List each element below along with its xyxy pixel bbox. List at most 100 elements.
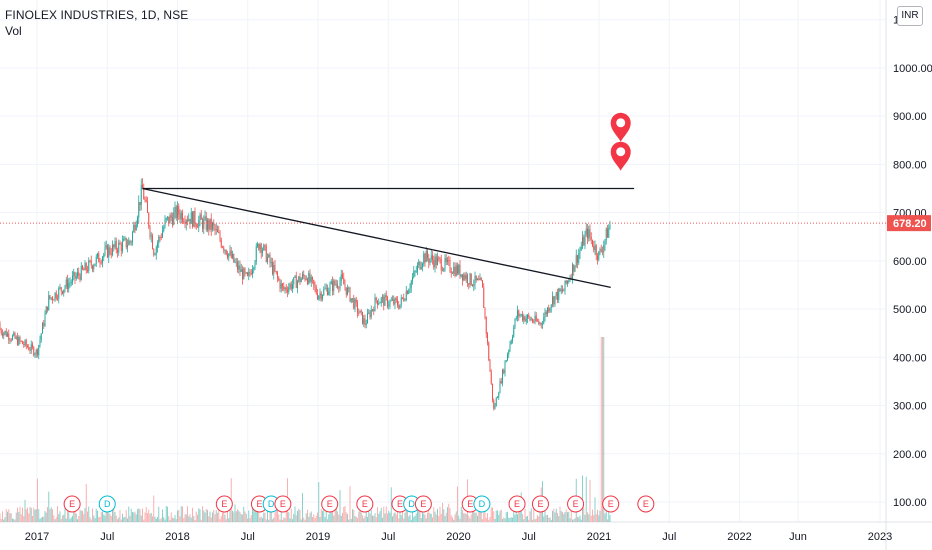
candle-body — [209, 218, 211, 230]
earnings-event-icon[interactable]: E — [414, 495, 432, 513]
candle-body — [489, 360, 491, 372]
volume-bar — [49, 509, 51, 522]
candle-body — [149, 226, 151, 237]
candle-body — [268, 254, 270, 257]
candle-body — [407, 290, 408, 294]
map-pin-icon[interactable] — [610, 112, 631, 142]
candle-body — [68, 282, 70, 290]
candle-body — [503, 370, 505, 374]
volume-bar — [108, 512, 110, 522]
candle-body — [404, 300, 406, 301]
event-label: E — [397, 499, 403, 509]
volume-bar — [462, 510, 463, 522]
last-price-tag-label: 678.20 — [893, 218, 927, 230]
volume-bar — [172, 517, 173, 522]
volume-bar — [494, 518, 496, 522]
candle-body — [532, 319, 533, 322]
volume-bar — [269, 506, 271, 522]
event-circle — [321, 495, 339, 513]
candle-body — [417, 265, 418, 272]
volume-bar — [397, 511, 398, 522]
volume-bar — [18, 512, 20, 522]
volume-bar — [368, 510, 370, 522]
candle-body — [419, 261, 421, 270]
volume-bar — [425, 518, 427, 522]
event-circle — [63, 495, 81, 513]
earnings-event-icon[interactable]: E — [602, 495, 620, 513]
candle-body — [2, 333, 3, 336]
candle-body — [367, 313, 368, 324]
volume-bar — [179, 516, 181, 522]
event-label: E — [514, 499, 520, 509]
candle-body — [595, 245, 597, 256]
volume-bar — [0, 518, 2, 522]
candle-body — [267, 256, 268, 262]
candle-body — [157, 243, 158, 248]
volume-bar — [410, 519, 412, 522]
candle-body — [40, 333, 42, 340]
earnings-event-icon[interactable]: E — [215, 495, 233, 513]
dividend-event-icon[interactable]: D — [98, 495, 116, 513]
candle-body — [362, 311, 363, 324]
candle-body — [34, 354, 36, 356]
volume-bar — [204, 512, 206, 522]
volume-group — [0, 337, 611, 522]
candle-body — [185, 220, 187, 225]
earnings-event-icon[interactable]: E — [637, 495, 655, 513]
volume-bar — [530, 508, 532, 522]
candle-body — [53, 299, 55, 301]
candle-body — [174, 206, 176, 213]
candle-body — [302, 274, 303, 279]
earnings-event-icon[interactable]: E — [567, 495, 585, 513]
volume-bar — [294, 506, 296, 522]
earnings-event-icon[interactable]: E — [274, 495, 292, 513]
candle-body — [27, 345, 28, 348]
candle-body — [534, 315, 536, 323]
volume-bar — [243, 506, 245, 522]
candle-body — [560, 289, 562, 292]
event-circle — [215, 495, 233, 513]
volume-bar — [577, 516, 578, 522]
volume-bar — [607, 519, 608, 522]
volume-bar — [45, 512, 47, 522]
dividend-event-icon[interactable]: D — [473, 495, 491, 513]
candle-body — [25, 340, 27, 346]
earnings-event-icon[interactable]: E — [63, 495, 81, 513]
earnings-event-icon[interactable]: E — [508, 495, 526, 513]
trendline[interactable] — [142, 187, 611, 289]
volume-bar — [340, 515, 342, 522]
volume-bar — [265, 519, 267, 522]
candle-body — [504, 362, 506, 374]
candle-body — [400, 297, 402, 305]
candle-body — [465, 274, 467, 280]
volume-bar — [352, 509, 353, 522]
volume-bar — [272, 519, 273, 522]
volume-bar — [528, 519, 530, 522]
volume-bar — [370, 510, 372, 522]
earnings-event-icon[interactable]: E — [356, 495, 374, 513]
volume-bar — [295, 515, 297, 522]
candle-body — [64, 286, 66, 290]
candle-body — [239, 265, 241, 273]
candle-body — [409, 287, 411, 291]
candle-body — [82, 265, 83, 270]
map-pin-icon[interactable] — [610, 141, 631, 171]
volume-bar — [233, 512, 235, 522]
volume-bar — [19, 506, 21, 522]
candle-body — [163, 227, 165, 232]
earnings-event-icon[interactable]: E — [531, 495, 549, 513]
earnings-event-icon[interactable]: E — [321, 495, 339, 513]
candle-body — [393, 299, 395, 305]
dividend-event-icon[interactable]: D — [403, 495, 421, 513]
volume-bar — [190, 517, 192, 522]
candle-body — [159, 236, 161, 238]
volume-bar — [545, 515, 547, 522]
volume-bar — [105, 510, 107, 522]
candle-body — [190, 212, 192, 224]
volume-bar — [544, 506, 546, 522]
candle-body — [313, 280, 315, 286]
volume-bar — [309, 512, 311, 522]
currency-button[interactable]: INR — [897, 6, 923, 26]
